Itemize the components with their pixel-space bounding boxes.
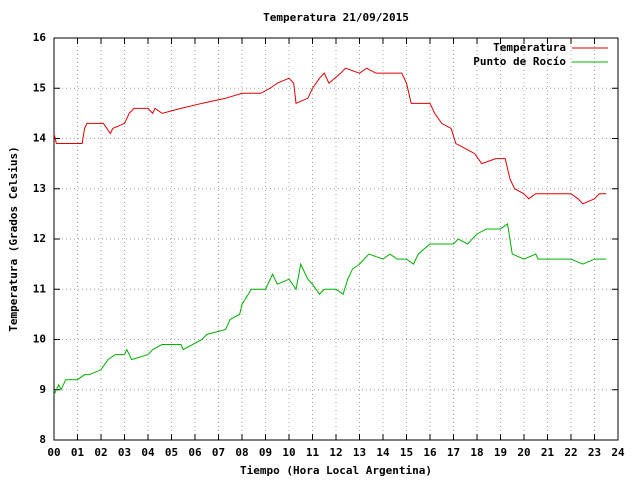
y-tick-label: 8 (39, 433, 46, 446)
series-line (53, 67, 607, 205)
x-tick-label: 13 (353, 446, 366, 459)
x-tick-label: 14 (376, 446, 390, 459)
x-tick-label: 16 (423, 446, 437, 459)
plot-border (53, 37, 619, 441)
x-tick-label: 09 (259, 446, 272, 459)
y-tick-label: 16 (33, 31, 47, 44)
y-tick-label: 15 (33, 81, 46, 94)
y-tick-label: 11 (33, 282, 47, 295)
x-tick-label: 22 (564, 446, 577, 459)
x-tick-label: 23 (588, 446, 601, 459)
x-tick-label: 01 (71, 446, 85, 459)
y-axis-label: Temperatura (Grados Celsius) (7, 146, 20, 331)
x-tick-label: 24 (611, 446, 625, 459)
x-tick-label: 02 (94, 446, 107, 459)
x-tick-label: 21 (541, 446, 555, 459)
x-tick-label: 07 (212, 446, 225, 459)
legend-label: Temperatura (493, 41, 566, 54)
y-tick-label: 9 (39, 383, 46, 396)
legend-label: Punto de Rocío (473, 55, 566, 68)
series-line (53, 223, 607, 395)
y-tick-label: 13 (33, 182, 46, 195)
x-tick-label: 17 (447, 446, 460, 459)
x-tick-label: 00 (47, 446, 60, 459)
x-tick-label: 12 (329, 446, 342, 459)
x-tick-label: 11 (306, 446, 320, 459)
x-tick-label: 06 (188, 446, 202, 459)
x-tick-label: 04 (141, 446, 155, 459)
x-tick-label: 15 (400, 446, 413, 459)
y-tick-label: 14 (33, 132, 47, 145)
x-tick-label: 18 (470, 446, 483, 459)
x-tick-label: 05 (165, 446, 178, 459)
x-tick-label: 08 (235, 446, 248, 459)
chart-title: Temperatura 21/09/2015 (263, 11, 409, 24)
x-tick-label: 03 (118, 446, 131, 459)
x-tick-label: 19 (494, 446, 507, 459)
x-tick-label: 20 (517, 446, 530, 459)
y-tick-label: 10 (33, 333, 46, 346)
x-tick-label: 10 (282, 446, 295, 459)
x-axis-label: Tiempo (Hora Local Argentina) (240, 464, 432, 477)
y-tick-label: 12 (33, 232, 46, 245)
